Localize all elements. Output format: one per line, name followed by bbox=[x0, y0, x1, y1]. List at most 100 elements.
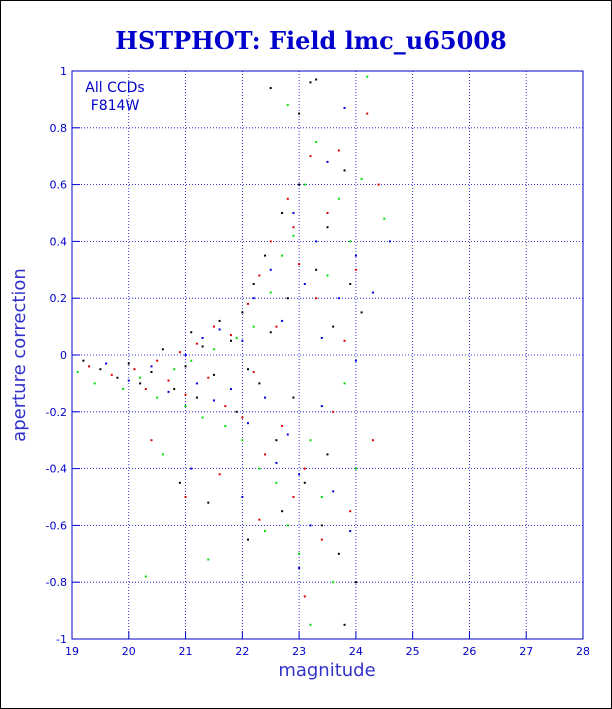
y-tick-label: -1 bbox=[56, 633, 67, 646]
data-point bbox=[184, 496, 187, 498]
data-point bbox=[281, 510, 284, 513]
y-tick-label: 0 bbox=[60, 349, 67, 362]
data-point bbox=[252, 325, 255, 328]
data-point bbox=[371, 291, 374, 294]
data-point bbox=[281, 425, 284, 427]
x-tick-label: 27 bbox=[519, 645, 533, 658]
data-point bbox=[320, 496, 323, 498]
data-point bbox=[93, 382, 96, 385]
data-point bbox=[184, 405, 187, 408]
data-point bbox=[309, 81, 312, 84]
data-point bbox=[258, 382, 261, 385]
data-point bbox=[173, 368, 176, 371]
data-point bbox=[292, 226, 295, 229]
data-point bbox=[195, 396, 198, 399]
data-point bbox=[298, 567, 301, 569]
data-point bbox=[309, 524, 312, 527]
data-point bbox=[190, 359, 193, 362]
data-point bbox=[264, 396, 267, 399]
data-point bbox=[133, 368, 136, 371]
data-point bbox=[366, 75, 369, 78]
data-point bbox=[292, 212, 295, 214]
data-point bbox=[354, 359, 357, 362]
data-point bbox=[383, 217, 386, 220]
data-point bbox=[195, 342, 198, 345]
data-point bbox=[241, 496, 244, 498]
data-point bbox=[247, 368, 250, 371]
data-point bbox=[326, 212, 329, 214]
data-point bbox=[269, 87, 272, 90]
data-point bbox=[360, 177, 363, 180]
data-point bbox=[258, 518, 261, 521]
y-axis-label: aperture correction bbox=[9, 268, 30, 442]
y-tick-label: 0.4 bbox=[50, 235, 68, 248]
data-point bbox=[161, 453, 164, 456]
data-point bbox=[76, 371, 79, 374]
data-point bbox=[354, 467, 357, 470]
x-tick-label: 22 bbox=[235, 645, 249, 658]
data-point bbox=[241, 311, 244, 314]
data-point bbox=[184, 354, 187, 356]
data-point bbox=[139, 376, 142, 379]
data-point bbox=[343, 169, 346, 172]
data-point bbox=[195, 382, 198, 385]
data-point bbox=[207, 501, 210, 504]
data-point bbox=[298, 473, 301, 476]
annotation-ccds: All CCDs bbox=[85, 80, 144, 96]
data-point bbox=[247, 538, 250, 541]
data-point bbox=[354, 268, 357, 271]
data-point bbox=[88, 365, 91, 368]
data-point bbox=[366, 112, 369, 115]
data-point bbox=[343, 382, 346, 385]
data-point bbox=[229, 339, 232, 342]
data-point bbox=[349, 240, 352, 243]
y-tick-label: 1 bbox=[60, 65, 67, 78]
data-point bbox=[326, 160, 329, 163]
data-point bbox=[252, 297, 255, 300]
data-point bbox=[286, 104, 289, 107]
data-point bbox=[326, 226, 329, 229]
x-tick-label: 23 bbox=[292, 645, 306, 658]
data-point bbox=[207, 376, 210, 379]
data-point bbox=[235, 336, 238, 339]
data-point bbox=[377, 183, 380, 186]
data-point bbox=[309, 623, 312, 626]
data-point bbox=[150, 371, 153, 374]
data-point bbox=[286, 524, 289, 527]
annotation-filter: F814W bbox=[91, 98, 140, 114]
data-point bbox=[354, 254, 357, 257]
data-point bbox=[201, 416, 204, 419]
data-point bbox=[354, 581, 357, 584]
data-point bbox=[292, 234, 295, 237]
data-point bbox=[320, 405, 323, 408]
data-point bbox=[269, 240, 272, 243]
chart-title: HSTPHOT: Field lmc_u65008 bbox=[115, 26, 506, 55]
x-tick-label: 24 bbox=[349, 645, 363, 658]
data-point bbox=[349, 530, 352, 533]
data-point bbox=[332, 490, 335, 493]
data-point bbox=[105, 362, 108, 365]
data-point bbox=[127, 362, 130, 365]
data-point bbox=[156, 396, 159, 399]
data-point bbox=[298, 263, 301, 266]
x-tick-label: 28 bbox=[576, 645, 590, 658]
x-tick-label: 25 bbox=[406, 645, 420, 658]
data-point bbox=[309, 155, 312, 158]
y-tick-label: -0.2 bbox=[46, 406, 67, 419]
data-point bbox=[303, 183, 306, 186]
data-point bbox=[122, 388, 125, 391]
data-point bbox=[207, 558, 210, 561]
data-point bbox=[264, 530, 267, 533]
data-point bbox=[156, 359, 159, 362]
data-point bbox=[315, 141, 318, 143]
data-point bbox=[264, 254, 267, 257]
data-point bbox=[286, 197, 289, 200]
data-point bbox=[218, 473, 221, 476]
x-axis-label: magnitude bbox=[278, 660, 375, 681]
data-point bbox=[275, 461, 278, 464]
data-point bbox=[371, 439, 374, 442]
data-point bbox=[275, 325, 278, 328]
y-axis: -1 -0.8 -0.6 -0.4 -0.2 0 0.2 0.4 0.6 0.8 1 bbox=[46, 65, 80, 646]
data-point bbox=[184, 393, 187, 396]
